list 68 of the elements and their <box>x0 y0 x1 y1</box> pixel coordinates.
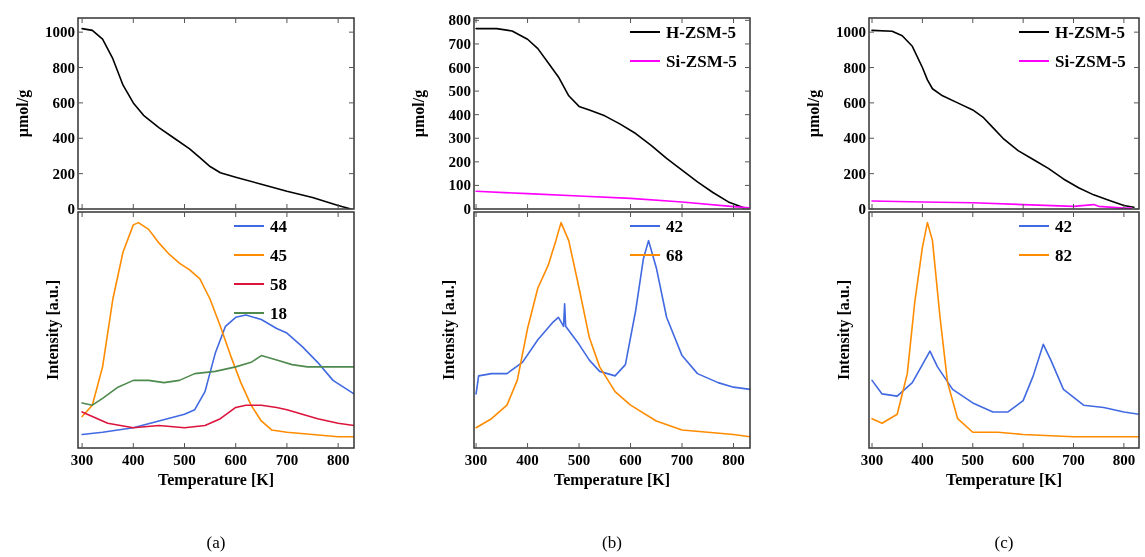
text: (c) <box>994 533 1014 552</box>
x-tick-label: 300 <box>860 452 884 468</box>
y-tick-label: 600 <box>448 59 471 76</box>
line-series <box>871 200 1133 209</box>
y-tick-label: 0 <box>858 201 866 217</box>
x-tick-label: 400 <box>516 452 539 468</box>
x-tick-label: 600 <box>1011 452 1035 468</box>
y-tick-label: 800 <box>52 59 75 76</box>
y-tick-label: 600 <box>52 94 75 111</box>
legend-label: 18 <box>270 304 287 323</box>
x-tick-label: 400 <box>911 452 934 468</box>
x-tick-label: 800 <box>326 452 350 468</box>
y-tick-label: 300 <box>448 130 471 147</box>
y-tick-label: 1000 <box>45 24 75 41</box>
y-axis-title: μmol/g <box>14 89 32 138</box>
line-series <box>81 27 352 209</box>
x-tick-label: 400 <box>122 452 145 468</box>
legend-label: Si-ZSM-5 <box>666 52 737 71</box>
y-axis-title: Intensity [a.u.] <box>440 279 458 381</box>
y-tick-label: 400 <box>448 106 471 123</box>
x-tick-label: 300 <box>464 452 488 468</box>
x-tick-label: 600 <box>224 452 247 468</box>
x-tick-label: 300 <box>70 452 94 468</box>
y-axis-title: μmol/g <box>805 89 823 138</box>
y-tick-label: 600 <box>843 94 866 111</box>
text: (b) <box>602 533 622 552</box>
y-axis-title: Intensity [a.u.] <box>44 279 62 381</box>
x-tick-label: 500 <box>961 452 985 468</box>
y-tick-label: 500 <box>448 83 471 100</box>
y-tick-label: 800 <box>843 59 866 76</box>
x-tick-label: 700 <box>670 452 694 468</box>
y-tick-label: 0 <box>463 201 471 217</box>
y-tick-label: 400 <box>52 130 75 147</box>
text: (a) <box>206 533 226 552</box>
line-series <box>475 27 745 209</box>
x-axis-title: Temperature [K] <box>158 471 274 489</box>
legend-label: 68 <box>666 246 683 265</box>
x-tick-label: 800 <box>1112 452 1136 468</box>
legend-label: H-ZSM-5 <box>666 23 736 42</box>
x-tick-label: 500 <box>173 452 196 468</box>
y-axis-title: Intensity [a.u.] <box>835 279 853 381</box>
y-tick-label: 200 <box>843 165 866 182</box>
y-axis-title: μmol/g <box>410 89 428 138</box>
legend-label: 42 <box>666 217 683 236</box>
y-tick-label: 700 <box>448 35 471 52</box>
y-tick-label: 1000 <box>836 24 866 41</box>
y-tick-label: 200 <box>52 165 75 182</box>
legend-label: H-ZSM-5 <box>1055 23 1125 42</box>
y-tick-label: 800 <box>448 12 471 29</box>
x-tick-label: 800 <box>722 452 745 468</box>
legend-label: 58 <box>270 275 287 294</box>
legend-label: 45 <box>270 246 287 265</box>
line-series <box>871 29 1135 209</box>
y-tick-label: 400 <box>843 130 866 147</box>
x-axis-title: Temperature [K] <box>946 471 1062 489</box>
legend-label: 44 <box>270 217 288 236</box>
legend-label: 42 <box>1055 217 1072 236</box>
y-tick-label: 200 <box>448 153 471 170</box>
y-tick-label: 0 <box>67 201 75 217</box>
line-series <box>475 190 750 209</box>
legend-label: Si-ZSM-5 <box>1055 52 1126 71</box>
legend-label: 82 <box>1055 246 1072 265</box>
x-tick-label: 600 <box>619 452 642 468</box>
x-tick-label: 500 <box>567 452 591 468</box>
x-axis-title: Temperature [K] <box>554 471 670 489</box>
x-tick-label: 700 <box>1062 452 1085 468</box>
x-tick-label: 700 <box>275 452 299 468</box>
y-tick-label: 100 <box>448 177 471 194</box>
